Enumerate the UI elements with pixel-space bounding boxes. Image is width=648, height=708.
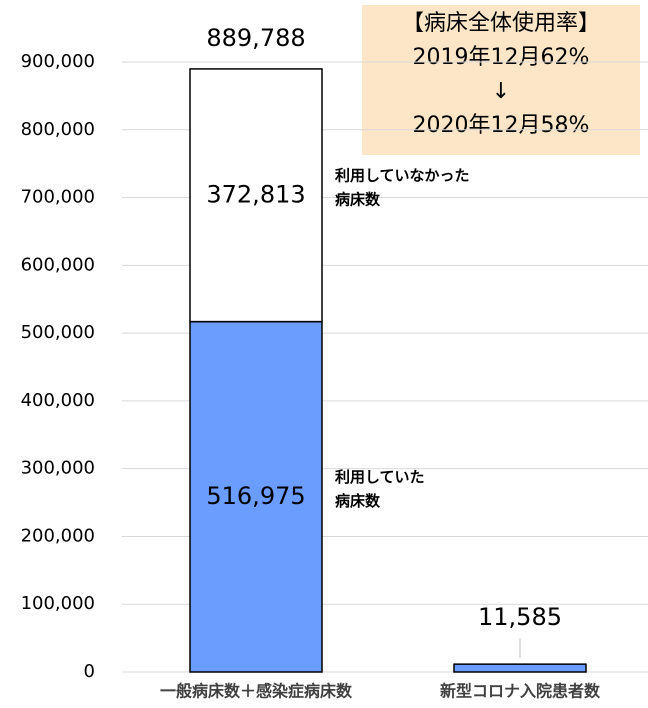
value-label: 11,585 [478,603,562,631]
annotation-text: 2019年12月62% [413,45,590,70]
total-label: 889,788 [206,24,305,52]
y-tick-label: 500,000 [21,322,95,343]
y-tick-label: 200,000 [21,525,95,546]
y-tick-label: 800,000 [21,119,95,140]
bar-segment [453,663,587,673]
annotation-text: ↓ [492,79,510,104]
y-tick-label: 700,000 [21,187,95,208]
y-tick-label: 0 [84,661,95,682]
y-tick-label: 400,000 [21,390,95,411]
y-tick-label: 300,000 [21,458,95,479]
value-label: 516,975 [206,482,305,510]
value-label: 372,813 [206,180,305,208]
series-name: 利用していた病床数 [335,467,425,509]
x-tick-label: 一般病床数＋感染症病床数 [160,682,353,701]
y-tick-label: 100,000 [21,593,95,614]
bar-segment [189,68,323,323]
y-tick-label: 600,000 [21,254,95,275]
y-tick-label: 900,000 [21,51,95,72]
annotation-text: 【病床全体使用率】 [402,11,600,36]
series-name: 利用していなかった病床数 [335,166,470,208]
bar-segment [189,320,323,673]
x-tick-label: 新型コロナ入院患者数 [440,682,601,701]
annotation-text: 2020年12月58% [413,113,590,138]
